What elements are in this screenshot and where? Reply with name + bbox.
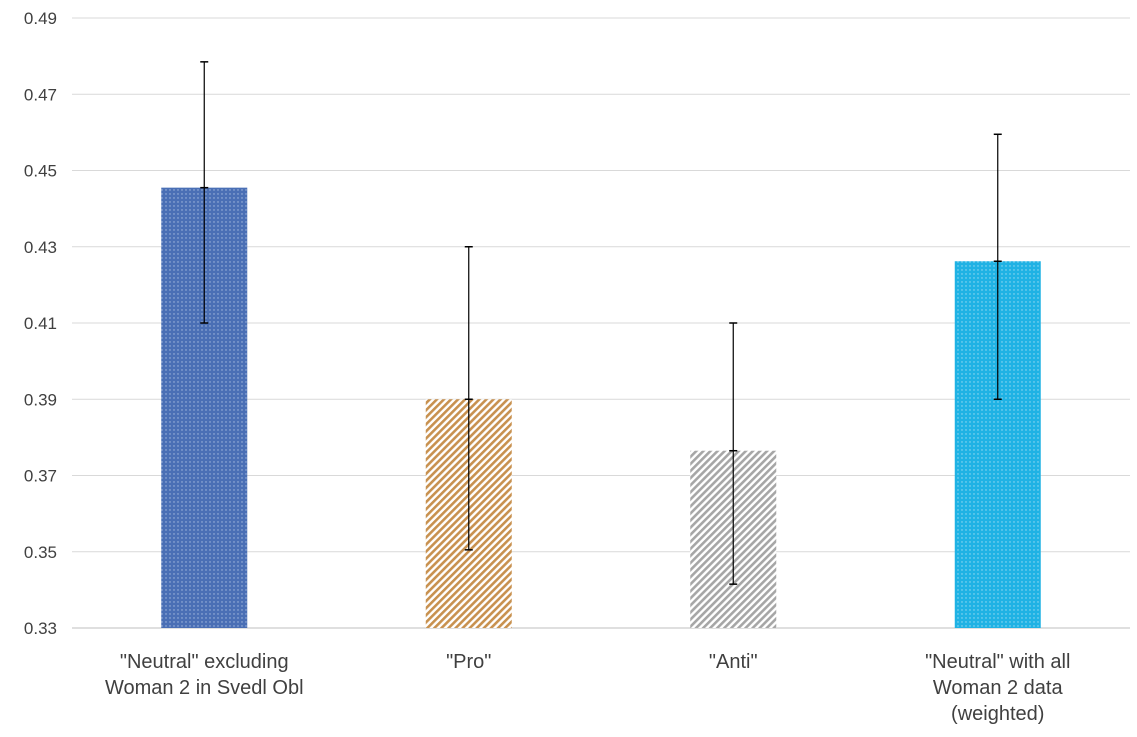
y-tick-label: 0.47 — [24, 85, 57, 104]
x-category-label: "Anti" — [709, 651, 758, 673]
x-category-label: "Neutral" with all — [925, 651, 1070, 673]
error-bars — [200, 61, 1002, 585]
bars — [161, 187, 1041, 628]
y-tick-label: 0.49 — [24, 9, 57, 28]
category-labels: "Neutral" excluding Woman 2 in Svedl Obl "… — [105, 651, 1071, 725]
y-tick-label: 0.41 — [24, 314, 57, 333]
x-category-label: "Pro" — [446, 651, 491, 673]
y-axis-tick-labels: 0.33 0.35 0.37 0.39 0.41 0.43 0.45 0.47 0.49 — [24, 9, 57, 638]
y-tick-label: 0.39 — [24, 390, 57, 409]
x-category-label: (weighted) — [951, 703, 1044, 725]
y-tick-label: 0.35 — [24, 543, 57, 562]
y-tick-label: 0.43 — [24, 238, 57, 257]
error-bar — [200, 61, 209, 324]
y-tick-label: 0.33 — [24, 619, 57, 638]
error-bar — [729, 322, 738, 585]
error-bar — [464, 246, 473, 551]
x-category-label: Woman 2 data — [933, 677, 1064, 699]
x-category-label: "Neutral" excluding — [120, 651, 289, 673]
x-category-label: Woman 2 in Svedl Obl — [105, 677, 304, 699]
error-bar — [993, 133, 1002, 400]
y-tick-label: 0.45 — [24, 162, 57, 181]
y-tick-label: 0.37 — [24, 467, 57, 486]
gridlines — [72, 17, 1130, 629]
